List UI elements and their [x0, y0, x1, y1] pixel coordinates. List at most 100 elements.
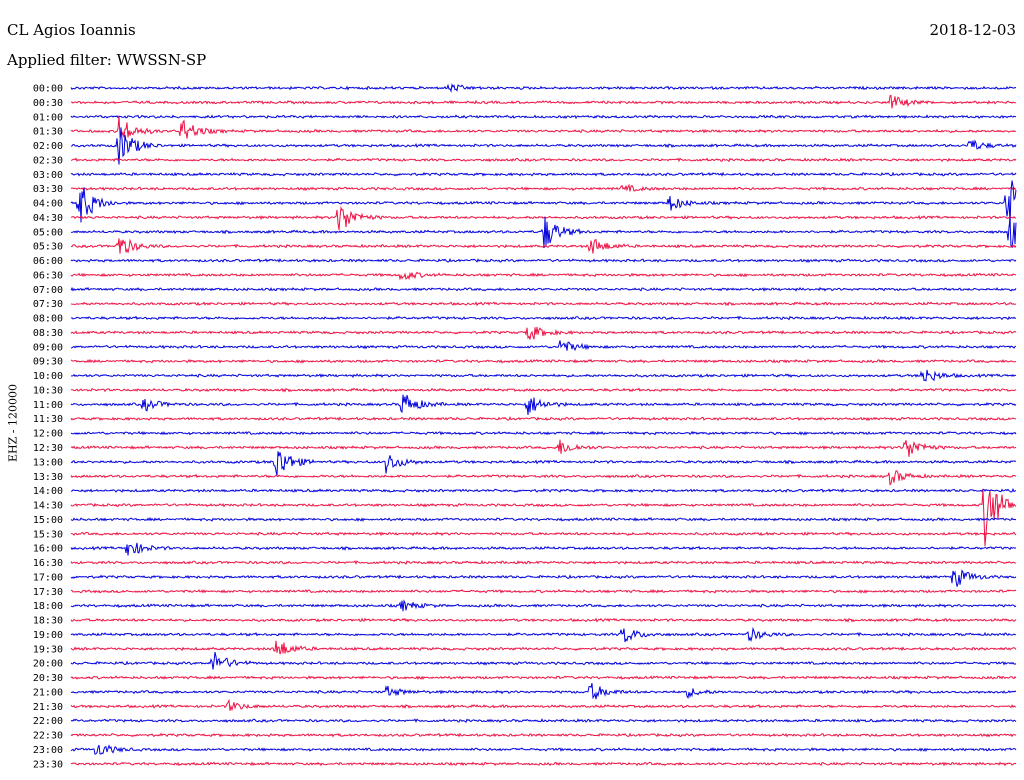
trace-line [70, 430, 1017, 436]
hour-tick-label: 01:30 [33, 127, 63, 138]
trace-line [70, 183, 1017, 192]
trace-line [70, 516, 1017, 522]
hour-tick-label: 00:30 [33, 98, 63, 109]
trace-line [71, 588, 1017, 594]
trace-line [70, 569, 1017, 587]
trace-line [70, 439, 1017, 457]
hour-tick-label: 10:00 [33, 371, 63, 382]
hour-tick-label: 16:30 [33, 558, 63, 569]
hour-tick-label: 20:30 [33, 673, 63, 684]
hour-tick-label: 14:30 [33, 501, 63, 512]
trace-line [70, 257, 1017, 264]
hour-tick-label: 12:00 [33, 429, 63, 440]
hour-tick-label: 23:30 [33, 759, 63, 770]
hour-tick-label: 09:30 [33, 357, 63, 368]
trace-line [70, 531, 1017, 537]
hour-tick-label: 09:00 [33, 342, 63, 353]
trace-line [70, 301, 1017, 307]
trace-line [70, 394, 1017, 416]
trace-line [70, 470, 1017, 486]
trace-line [70, 271, 1016, 281]
trace-line [70, 640, 1017, 655]
hour-tick-label: 04:00 [33, 199, 63, 210]
station-title: CL Agios Ioannis [7, 21, 136, 39]
hour-tick-label: 07:00 [33, 285, 63, 296]
hour-tick-label: 16:00 [33, 544, 63, 555]
trace-line [70, 94, 1017, 109]
trace-line [70, 489, 1017, 547]
hour-tick-label: 20:00 [33, 659, 63, 670]
hour-tick-label: 02:30 [33, 155, 63, 166]
trace-line [70, 326, 1017, 340]
trace-line [70, 340, 1017, 352]
hour-tick-label: 22:30 [33, 731, 63, 742]
hour-tick-label: 07:30 [33, 299, 63, 310]
hour-tick-label: 15:00 [33, 515, 63, 526]
hour-tick-label: 13:30 [33, 472, 63, 483]
hour-tick-label: 00:00 [33, 84, 63, 95]
hour-tick-label: 14:00 [33, 486, 63, 497]
hour-tick-label: 18:00 [33, 601, 63, 612]
trace-line [70, 369, 1017, 382]
hour-tick-label: 04:30 [33, 213, 63, 224]
trace-line [71, 205, 1017, 231]
trace-line [70, 171, 1017, 177]
trace-line [70, 358, 1017, 364]
trace-line [70, 718, 1017, 724]
filter-label: Applied filter: WWSSN-SP [7, 51, 207, 69]
trace-line [70, 127, 1017, 165]
hour-tick-label: 12:30 [33, 443, 63, 454]
trace-line [70, 387, 1017, 393]
hour-tick-label: 19:30 [33, 644, 63, 655]
hour-tick-label: 22:00 [33, 716, 63, 727]
hour-tick-label: 13:00 [33, 457, 63, 468]
hour-tick-label: 18:30 [33, 616, 63, 627]
trace-line [70, 651, 1017, 670]
trace-line [70, 238, 1017, 254]
hour-tick-label: 11:00 [33, 400, 63, 411]
hour-tick-label: 10:30 [33, 385, 63, 396]
hour-tick-label: 23:00 [33, 745, 63, 756]
hour-tick-label: 02:00 [33, 141, 63, 152]
trace-line [70, 744, 1017, 755]
hour-tick-label: 06:00 [33, 256, 63, 267]
hour-tick-label: 17:00 [33, 572, 63, 583]
trace-line [70, 487, 1017, 493]
hour-tick-label: 03:30 [33, 184, 63, 195]
trace-line [70, 116, 1017, 139]
hour-tick-label: 01:00 [33, 112, 63, 123]
hour-tick-label: 17:30 [33, 587, 63, 598]
hour-tick-label: 05:00 [33, 227, 63, 238]
trace-line [70, 157, 1017, 163]
trace-line [70, 617, 1017, 623]
hour-tick-label: 08:00 [33, 314, 63, 325]
trace-line [70, 732, 1017, 738]
trace-line [70, 451, 1017, 476]
trace-line [70, 416, 1017, 422]
trace-line [70, 82, 1017, 93]
trace-line [70, 698, 1017, 712]
hour-tick-label: 06:30 [33, 270, 63, 281]
hour-tick-label: 03:00 [33, 170, 63, 181]
trace-line [70, 286, 1017, 292]
trace-line [70, 599, 1017, 612]
trace-line [70, 542, 1017, 556]
trace-line [70, 682, 1017, 700]
hour-tick-label: 05:30 [33, 242, 63, 253]
trace-line [70, 626, 1017, 643]
hour-tick-label: 15:30 [33, 529, 63, 540]
trace-line [70, 114, 1017, 120]
hour-tick-label: 11:30 [33, 414, 63, 425]
plot-date: 2018-12-03 [929, 21, 1016, 39]
trace-line [70, 315, 1017, 321]
trace-line [70, 216, 1017, 249]
trace-line [70, 559, 1017, 565]
trace-line [70, 180, 1017, 227]
trace-line [70, 675, 1017, 681]
hour-tick-label: 21:30 [33, 702, 63, 713]
hour-tick-label: 08:30 [33, 328, 63, 339]
trace-line [70, 761, 1017, 767]
hour-tick-label: 21:00 [33, 687, 63, 698]
hour-tick-label: 19:00 [33, 630, 63, 641]
